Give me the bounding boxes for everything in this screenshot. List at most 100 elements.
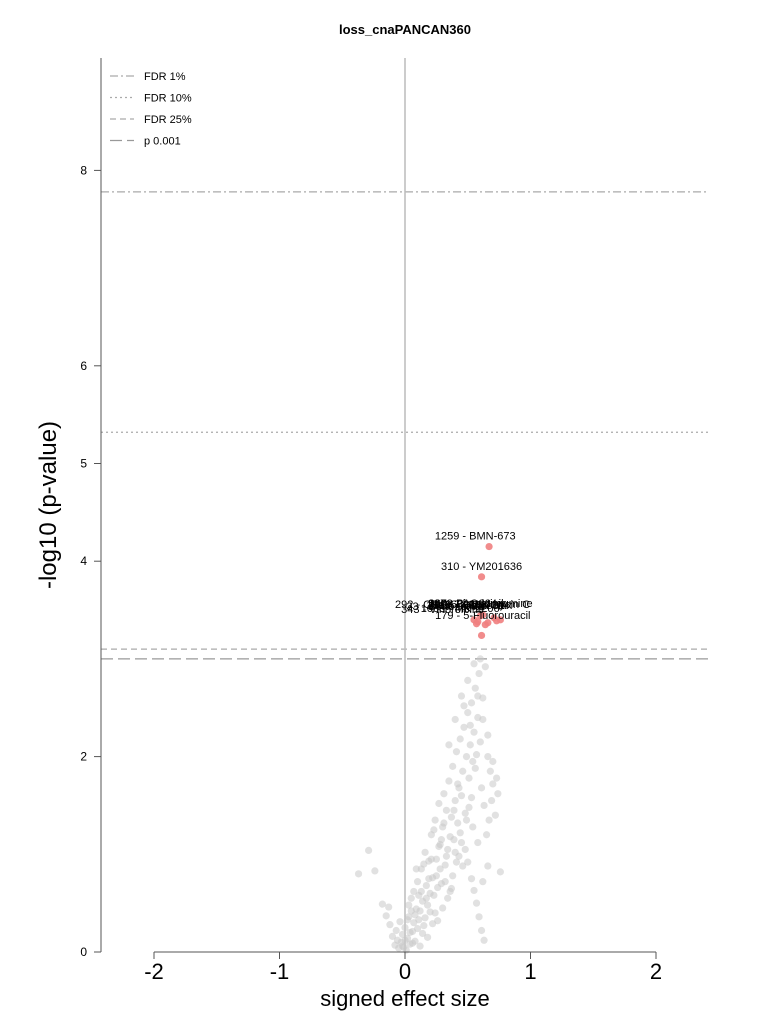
data-point xyxy=(451,848,459,856)
data-point xyxy=(452,858,461,866)
data-point xyxy=(421,914,429,922)
data-point xyxy=(496,868,504,876)
y-tick-label: 4 xyxy=(80,554,87,568)
data-point xyxy=(431,816,439,824)
data-point xyxy=(470,728,478,736)
data-point xyxy=(442,806,451,814)
data-point xyxy=(484,753,492,761)
x-tick-label: 2 xyxy=(650,959,662,984)
data-point xyxy=(476,655,484,663)
data-point xyxy=(421,848,429,856)
data-point xyxy=(467,794,476,802)
significant-point xyxy=(472,620,481,628)
point-label: 310 - YM201636 xyxy=(441,561,522,573)
data-point xyxy=(449,872,457,880)
data-point xyxy=(480,801,488,810)
data-point xyxy=(398,930,407,939)
data-point xyxy=(484,731,492,739)
data-point xyxy=(354,870,363,878)
significant-point xyxy=(476,612,484,620)
data-point xyxy=(485,816,493,824)
data-point xyxy=(431,909,439,917)
data-point xyxy=(439,904,447,912)
data-point xyxy=(444,845,452,854)
data-point xyxy=(444,894,452,902)
data-point xyxy=(445,741,453,749)
x-tick-label: -2 xyxy=(144,959,164,984)
significant-point xyxy=(477,573,486,581)
data-point xyxy=(487,796,496,805)
data-point xyxy=(482,831,491,839)
data-point xyxy=(457,838,466,847)
data-point xyxy=(461,845,469,854)
data-point xyxy=(423,933,432,941)
data-point xyxy=(457,692,466,700)
data-point xyxy=(407,894,415,902)
data-point xyxy=(484,862,492,870)
data-point xyxy=(474,692,482,700)
data-point xyxy=(420,922,428,930)
data-point xyxy=(426,889,434,897)
data-point xyxy=(452,748,461,756)
data-point xyxy=(403,916,412,924)
data-point xyxy=(462,753,471,761)
data-point xyxy=(471,764,479,772)
data-point xyxy=(412,865,420,873)
data-point xyxy=(491,811,499,819)
data-point xyxy=(462,816,471,824)
point-label: 292 - CP466722 xyxy=(395,599,475,611)
point-label: 267 - LAQ824 xyxy=(428,598,497,610)
data-point xyxy=(472,751,481,759)
data-point xyxy=(435,799,443,808)
significant-point xyxy=(493,617,501,625)
point-label: 297 - Piperlongumine xyxy=(428,598,533,610)
data-point xyxy=(460,723,468,731)
data-point xyxy=(459,862,467,870)
data-point xyxy=(437,836,445,844)
data-point xyxy=(401,936,409,944)
legend: FDR 1% FDR 10% FDR 25% p 0.001 xyxy=(110,71,192,148)
y-tick-label: 8 xyxy=(80,163,87,177)
data-point xyxy=(388,932,397,940)
data-point xyxy=(445,777,453,785)
point-label: 1259 - BMN-673 xyxy=(435,531,516,543)
data-point xyxy=(413,924,422,933)
legend-label: FDR 1% xyxy=(144,71,186,83)
data-point xyxy=(398,942,407,950)
data-point xyxy=(435,842,443,851)
significant-point xyxy=(484,619,492,627)
data-point xyxy=(436,865,444,873)
data-point xyxy=(371,867,379,875)
y-ticks: 0 2 4 5 6 8 xyxy=(80,163,101,959)
data-point xyxy=(471,684,479,692)
point-label: 1016 - Obatoclax xyxy=(428,600,512,612)
data-point xyxy=(396,918,404,926)
data-point xyxy=(457,792,466,800)
background-points xyxy=(354,655,504,954)
data-point xyxy=(447,813,456,821)
data-point xyxy=(464,709,472,717)
data-point xyxy=(442,852,451,860)
data-point xyxy=(440,790,448,798)
y-tick-label: 2 xyxy=(80,750,87,764)
data-point xyxy=(456,829,464,837)
data-point xyxy=(423,901,432,909)
point-label: 1002 - Lapatinib xyxy=(428,598,507,610)
data-point xyxy=(489,757,497,766)
data-point xyxy=(407,907,415,915)
data-point xyxy=(432,872,440,880)
data-point xyxy=(451,715,459,724)
data-point xyxy=(386,921,394,929)
point-label: 1047 - Mitomycin C xyxy=(435,599,530,611)
y-axis-title: -log10 (p-value) xyxy=(35,421,62,589)
data-point xyxy=(479,878,487,886)
point-label: 33 - Bortezomib xyxy=(406,601,484,613)
data-point xyxy=(469,823,477,831)
x-axis-title: signed effect size xyxy=(320,986,490,1011)
point-label: 343 - Vinorelbine xyxy=(401,604,484,616)
x-tick-label: -1 xyxy=(270,959,290,984)
data-point xyxy=(472,899,481,907)
data-point xyxy=(475,669,483,678)
data-point xyxy=(420,860,428,868)
chart-title: loss_cnaPANCAN360 xyxy=(339,22,471,37)
